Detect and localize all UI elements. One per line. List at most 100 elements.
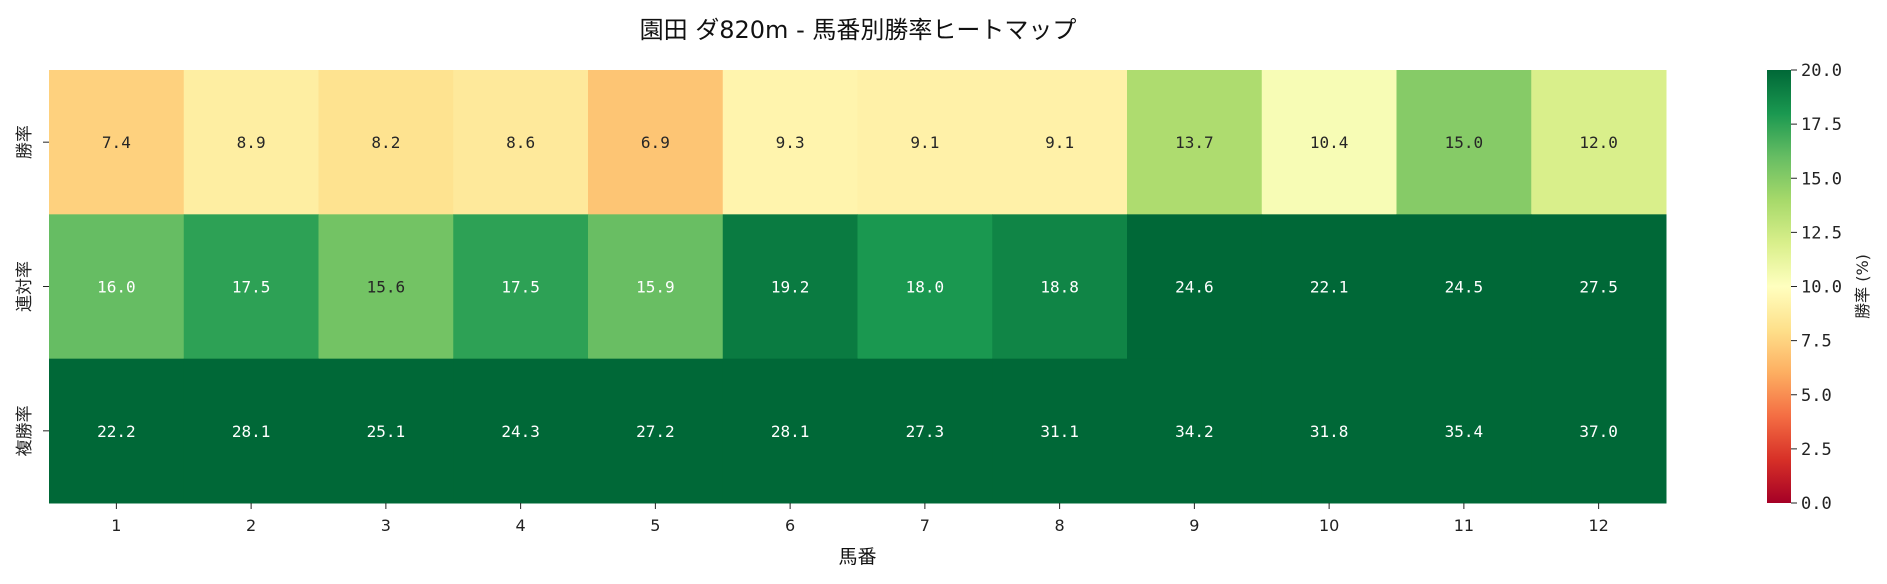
heatmap-cell	[588, 70, 724, 215]
heatmap-cell	[1396, 358, 1532, 504]
x-tick-label: 2	[246, 516, 256, 535]
cell-value-label: 15.9	[636, 278, 675, 297]
heatmap-cell	[453, 214, 589, 360]
heatmap-cell	[1531, 358, 1667, 504]
heatmap-cell	[453, 358, 589, 504]
heatmap-cell	[318, 70, 454, 215]
heatmap-cell	[183, 358, 319, 504]
cell-value-label: 8.2	[371, 133, 400, 152]
colorbar-tick-label: 12.5	[1801, 223, 1842, 243]
x-tick-label: 3	[381, 516, 391, 535]
heatmap-cell	[453, 70, 589, 215]
heatmap-cell	[49, 70, 185, 215]
heatmap-cell	[1261, 214, 1397, 360]
cell-value-label: 7.4	[102, 133, 131, 152]
heatmap-cell	[49, 358, 185, 504]
colorbar-tick-label: 7.5	[1801, 332, 1832, 352]
cell-value-label: 22.1	[1310, 278, 1349, 297]
heatmap-cell	[1127, 214, 1263, 360]
x-axis-label: 馬番	[838, 546, 876, 568]
heatmap-cell	[857, 70, 993, 215]
x-tick-label: 9	[1189, 516, 1199, 535]
cell-value-label: 8.9	[237, 133, 266, 152]
colorbar-tick-label: 20.0	[1801, 61, 1842, 81]
heatmap-cell	[1531, 214, 1667, 360]
cell-value-label: 12.0	[1579, 133, 1618, 152]
cell-value-label: 16.0	[97, 278, 136, 297]
heatmap-cell	[318, 214, 454, 360]
cell-value-label: 27.5	[1579, 278, 1618, 297]
cell-value-label: 19.2	[771, 278, 810, 297]
colorbar-tick-label: 10.0	[1801, 278, 1842, 298]
y-tick-label: 連対率	[15, 261, 35, 312]
cell-value-label: 31.1	[1040, 422, 1079, 441]
x-tick-label: 12	[1588, 516, 1608, 535]
x-tick-label: 5	[650, 516, 660, 535]
cell-value-label: 8.6	[506, 133, 535, 152]
heatmap-cell	[588, 358, 724, 504]
cell-value-label: 13.7	[1175, 133, 1214, 152]
colorbar-tick-label: 17.5	[1801, 115, 1842, 135]
cell-value-label: 27.3	[906, 422, 945, 441]
cell-value-label: 15.6	[367, 278, 406, 297]
heatmap-cell	[183, 214, 319, 360]
cell-value-label: 17.5	[501, 278, 540, 297]
heatmap-cell	[1531, 70, 1667, 215]
cell-value-label: 24.6	[1175, 278, 1214, 297]
x-tick-label: 11	[1454, 516, 1474, 535]
cell-value-label: 25.1	[367, 422, 406, 441]
heatmap-cell	[183, 70, 319, 215]
colorbar	[1767, 70, 1791, 503]
cell-value-label: 27.2	[636, 422, 675, 441]
cell-value-label: 10.4	[1310, 133, 1349, 152]
x-tick-label: 7	[920, 516, 930, 535]
cell-value-label: 18.0	[906, 278, 945, 297]
cell-value-label: 9.1	[910, 133, 939, 152]
cell-value-label: 28.1	[232, 422, 271, 441]
y-tick-label: 複勝率	[15, 405, 35, 456]
heatmap-cell	[722, 358, 858, 504]
cell-value-label: 17.5	[232, 278, 271, 297]
x-tick-label: 6	[785, 516, 795, 535]
colorbar-label: 勝率 (%)	[1853, 254, 1872, 319]
cell-value-label: 35.4	[1445, 422, 1484, 441]
cell-value-label: 15.0	[1445, 133, 1484, 152]
chart-title: 園田 ダ820m - 馬番別勝率ヒートマップ	[639, 16, 1077, 44]
cell-value-label: 9.1	[1045, 133, 1074, 152]
x-tick-label: 4	[516, 516, 526, 535]
heatmap-cell	[722, 70, 858, 215]
cell-value-label: 28.1	[771, 422, 810, 441]
colorbar-tick-label: 5.0	[1801, 386, 1832, 406]
x-tick-label: 1	[111, 516, 121, 535]
cell-value-label: 24.5	[1445, 278, 1484, 297]
heatmap-cell	[1261, 358, 1397, 504]
cell-value-label: 9.3	[776, 133, 805, 152]
heatmap-cell	[49, 214, 185, 360]
y-tick-label: 勝率	[15, 125, 35, 159]
heatmap-cell	[722, 214, 858, 360]
cell-value-label: 24.3	[501, 422, 540, 441]
heatmap-cell	[992, 70, 1128, 215]
x-tick-label: 10	[1319, 516, 1339, 535]
heatmap-cell	[1396, 214, 1532, 360]
cell-value-label: 22.2	[97, 422, 136, 441]
cell-value-label: 37.0	[1579, 422, 1618, 441]
cell-value-label: 34.2	[1175, 422, 1214, 441]
heatmap-cell	[992, 358, 1128, 504]
heatmap-cell	[1127, 358, 1263, 504]
heatmap-cell	[992, 214, 1128, 360]
heatmap-cell	[857, 358, 993, 504]
cell-value-label: 6.9	[641, 133, 670, 152]
heatmap-cell	[857, 214, 993, 360]
heatmap-cell	[318, 358, 454, 504]
heatmap-cell	[1396, 70, 1532, 215]
colorbar-tick-label: 2.5	[1801, 440, 1832, 460]
x-tick-label: 8	[1055, 516, 1065, 535]
heatmap-cell	[588, 214, 724, 360]
colorbar-tick-label: 15.0	[1801, 169, 1842, 189]
heatmap-cell	[1127, 70, 1263, 215]
cell-value-label: 31.8	[1310, 422, 1349, 441]
cell-value-label: 18.8	[1040, 278, 1079, 297]
colorbar-tick-label: 0.0	[1801, 494, 1832, 514]
